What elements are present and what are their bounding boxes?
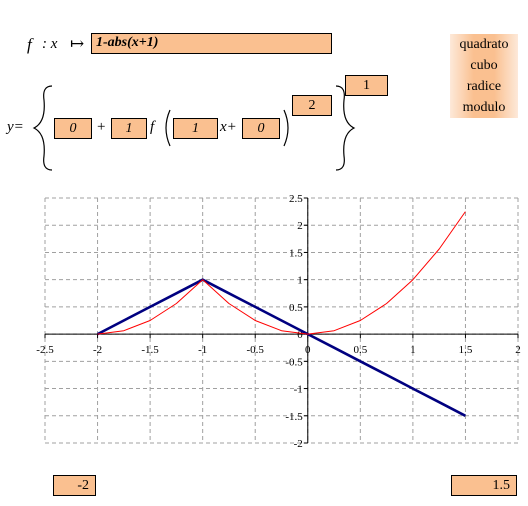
f-symbol: f bbox=[150, 119, 155, 135]
x-tick-label: 0 bbox=[305, 344, 311, 356]
function-chart: -2.5 -2 -1.5 -1 -0.5 0 0.5 1 1.5 22.521.510.50-0.… bbox=[36, 193, 521, 450]
x-min-input[interactable]: -2 bbox=[53, 475, 96, 496]
x-tick-label: -1 bbox=[198, 344, 207, 356]
series-line-base bbox=[97, 278, 466, 417]
f-label: f bbox=[27, 35, 32, 54]
x-tick-label: -2.5 bbox=[36, 344, 54, 356]
y-tick-label: -0.5 bbox=[285, 356, 303, 368]
menu-item-modulo[interactable]: modulo bbox=[462, 100, 506, 115]
x-tick-label: 2 bbox=[515, 344, 521, 356]
menu-item-radice[interactable]: radice bbox=[466, 79, 502, 94]
function-expression-input[interactable]: 1-abs(x+1) bbox=[91, 33, 332, 54]
series-line-transformed bbox=[97, 211, 466, 335]
right-paren-icon bbox=[283, 109, 289, 147]
y-tick-label: -2 bbox=[294, 438, 303, 450]
amplitude-input[interactable]: 1 bbox=[111, 118, 147, 139]
x-tick-label: 0.5 bbox=[353, 344, 367, 356]
x-tick-label: 1.5 bbox=[459, 344, 473, 356]
x-tick-label: -0.5 bbox=[247, 344, 265, 356]
horizontal-scale-input[interactable]: 1 bbox=[173, 118, 218, 139]
x-tick-label: -2 bbox=[93, 344, 102, 356]
y-tick-label: 1 bbox=[297, 275, 303, 287]
x-plus-label: x+ bbox=[220, 119, 237, 135]
maps-to-arrow-icon: ↦ bbox=[70, 34, 85, 53]
vertical-shift-input[interactable]: 0 bbox=[54, 118, 92, 139]
x-max-input[interactable]: 1.5 bbox=[451, 475, 517, 496]
x-tick-label: 1 bbox=[410, 344, 416, 356]
colon-x-label: : x bbox=[42, 36, 58, 52]
y-equals-label: y= bbox=[7, 119, 24, 135]
horizontal-shift-input[interactable]: 0 bbox=[242, 118, 280, 139]
left-curly-brace-icon bbox=[32, 85, 53, 171]
left-paren-icon bbox=[165, 109, 171, 147]
y-tick-label: 2 bbox=[297, 220, 303, 232]
menu-item-cubo[interactable]: cubo bbox=[470, 58, 498, 73]
y-tick-label: 0 bbox=[297, 329, 303, 341]
y-tick-label: 2.5 bbox=[289, 193, 303, 205]
menu-item-quadrato[interactable]: quadrato bbox=[459, 37, 509, 52]
outer-power-input[interactable]: 1 bbox=[345, 75, 388, 96]
inner-power-input[interactable]: 2 bbox=[292, 95, 332, 116]
equation-brackets bbox=[32, 85, 356, 171]
y-tick-label: -1.5 bbox=[285, 411, 303, 423]
y-tick-label: 0.5 bbox=[289, 302, 303, 314]
y-tick-label: -1 bbox=[294, 384, 303, 396]
function-menu: quadrato cubo radice modulo bbox=[450, 34, 518, 118]
y-tick-label: 1.5 bbox=[289, 247, 303, 259]
x-tick-label: -1.5 bbox=[141, 344, 159, 356]
right-curly-brace-icon bbox=[335, 85, 356, 171]
plus-sign: + bbox=[97, 119, 106, 135]
